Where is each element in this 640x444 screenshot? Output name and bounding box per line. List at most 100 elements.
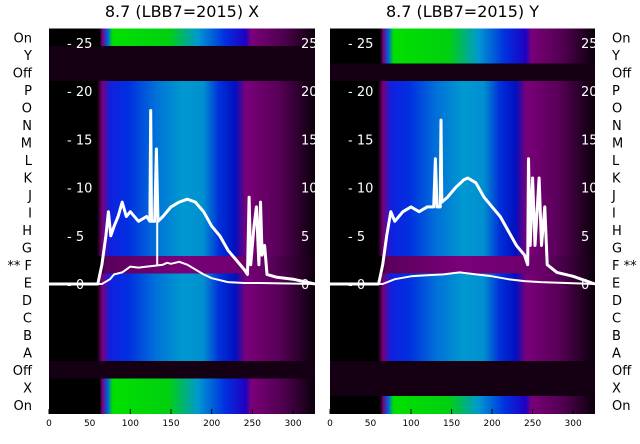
- row-label: C: [612, 311, 621, 326]
- row-label: D: [22, 294, 32, 309]
- inner-y-tick-label: - 5: [67, 230, 84, 245]
- inner-y-tick-label: - 10: [67, 182, 92, 197]
- row-label: On: [612, 399, 630, 414]
- row-label: A: [23, 346, 32, 361]
- inner-y-tick-label-right: 15: [581, 133, 598, 148]
- heatmap-row: [49, 378, 315, 397]
- heatmap-row: [330, 343, 595, 362]
- heatmap-row: [49, 291, 315, 309]
- row-label: G: [22, 241, 32, 256]
- row-label: I: [28, 206, 32, 221]
- heatmap-row: [49, 81, 315, 99]
- x-tick-label: 0: [327, 419, 333, 429]
- heatmap-row: [330, 63, 595, 82]
- heatmap-row: [330, 46, 595, 64]
- inner-y-tick-label-right: 25: [301, 37, 318, 52]
- chart-title: 8.7 (LBB7=2015) X: [105, 2, 259, 21]
- row-label: J: [27, 189, 32, 204]
- row-label: M: [21, 136, 32, 151]
- inner-y-tick-label: - 15: [348, 133, 373, 148]
- heatmap-row: [49, 396, 315, 414]
- heatmap-row: [330, 151, 595, 169]
- series-line-lower: [49, 260, 316, 285]
- x-tick-label: 50: [84, 419, 96, 429]
- row-label: O: [22, 101, 32, 116]
- heatmap-row: [49, 238, 315, 257]
- row-label: ** F: [7, 259, 32, 274]
- heatmap-row: [49, 221, 315, 239]
- inner-y-tick-label: - 20: [67, 85, 92, 100]
- heatmap-row: [49, 343, 315, 362]
- heatmap-row: [330, 203, 595, 222]
- heatmap-row: [49, 326, 315, 344]
- series-line-lower: [330, 271, 596, 285]
- row-label: Y: [23, 49, 32, 64]
- inner-y-tick-label: - 25: [348, 37, 373, 52]
- row-label: Off: [612, 364, 632, 379]
- x-tick-label: 100: [402, 419, 419, 429]
- heatmap-row: [49, 63, 315, 82]
- row-label: K: [612, 171, 621, 186]
- heatmap-row: [330, 378, 595, 397]
- x-tick-label: 50: [365, 419, 377, 429]
- row-label: J: [611, 189, 616, 204]
- heatmap-row: [49, 133, 315, 152]
- heatmap-row: [49, 151, 315, 169]
- inner-y-tick-label: - 25: [67, 37, 92, 52]
- heatmap-row: [330, 98, 595, 117]
- x-tick-label: 150: [443, 419, 460, 429]
- inner-y-tick-label-right: 20: [581, 85, 598, 100]
- row-label: G: [612, 241, 622, 256]
- row-label: P: [612, 84, 620, 99]
- row-label: I: [612, 206, 616, 221]
- heatmap-row: [49, 361, 315, 379]
- row-label: E: [612, 276, 620, 291]
- row-label: H: [612, 224, 622, 239]
- inner-y-tick-label: - 0: [348, 278, 365, 293]
- inner-y-tick-label-right: 0: [581, 278, 589, 293]
- series-line-upper: [330, 118, 596, 286]
- heatmap-row: [330, 396, 595, 414]
- row-label: X: [23, 381, 32, 396]
- row-label: P: [24, 84, 32, 99]
- inner-y-tick-label-right: 10: [581, 182, 598, 197]
- row-label: On: [14, 31, 32, 46]
- x-tick-label: 200: [483, 419, 500, 429]
- inner-y-tick-label: - 20: [348, 85, 373, 100]
- row-label: On: [612, 31, 630, 46]
- inner-y-tick-label: - 10: [348, 182, 373, 197]
- x-tick-label: 300: [284, 419, 301, 429]
- heatmap-row: [49, 98, 315, 117]
- chart-title: 8.7 (LBB7=2015) Y: [386, 2, 539, 21]
- row-label: Off: [13, 364, 33, 379]
- row-label: B: [612, 329, 621, 344]
- row-label: M: [612, 136, 623, 151]
- inner-y-tick-label-right: 25: [581, 37, 598, 52]
- row-label: N: [22, 119, 32, 134]
- x-tick-label: 300: [565, 419, 582, 429]
- heatmap-row: [49, 203, 315, 222]
- row-label: Y: [611, 49, 620, 64]
- inner-y-tick-label-right: 10: [301, 182, 318, 197]
- heatmap-row: [49, 273, 315, 292]
- inner-y-tick-label-right: 0: [301, 278, 309, 293]
- heatmap-row: [330, 238, 595, 257]
- inner-y-tick-label-right: 5: [301, 230, 309, 245]
- row-label: X: [612, 381, 621, 396]
- heatmap-row: [49, 116, 315, 134]
- x-tick-label: 250: [524, 419, 541, 429]
- x-tick-label: 100: [122, 419, 139, 429]
- row-label: L: [25, 154, 33, 169]
- row-label: A: [612, 346, 621, 361]
- row-label: F **: [612, 259, 637, 274]
- row-label: L: [612, 154, 620, 169]
- heatmap-row: [49, 256, 315, 274]
- heatmap-row: [330, 361, 595, 379]
- heatmap-row: [49, 308, 315, 327]
- row-label: B: [23, 329, 32, 344]
- row-label: D: [612, 294, 622, 309]
- x-tick-label: 0: [46, 419, 52, 429]
- series-line-upper: [49, 109, 316, 286]
- heatmap-row: [330, 28, 595, 47]
